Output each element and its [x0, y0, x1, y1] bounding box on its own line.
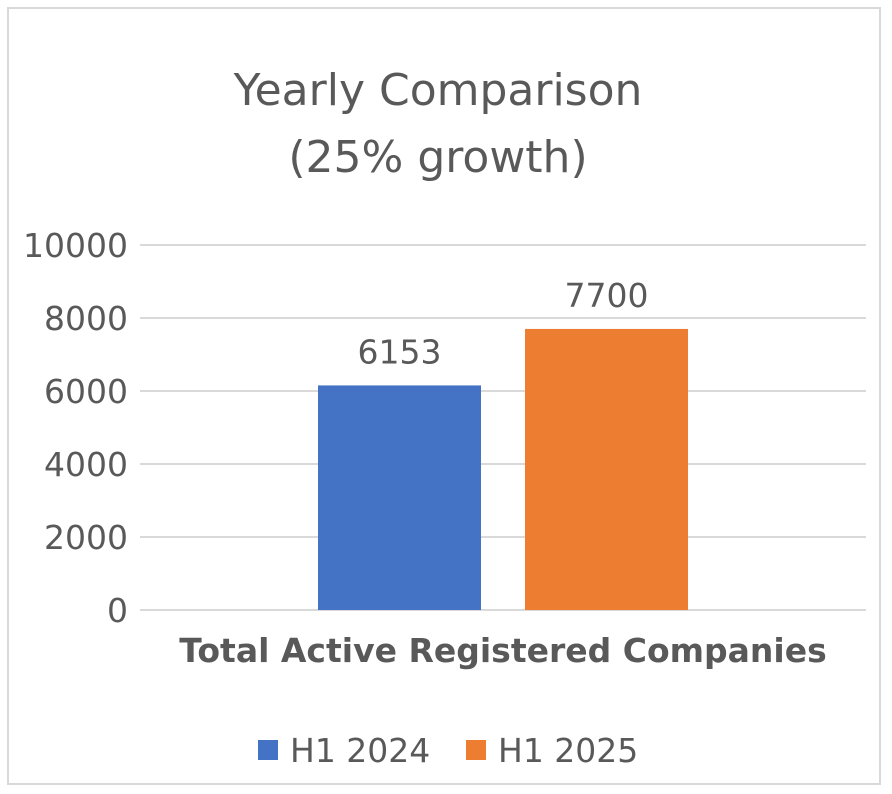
data-label: 6153 [358, 332, 442, 371]
y-tick-label: 0 [107, 591, 128, 630]
data-labels: 6153 7700 [358, 276, 649, 371]
bar-h1-2025 [525, 328, 688, 610]
legend-swatch [466, 740, 486, 760]
bars [318, 328, 688, 610]
chart-title-line-2: (25% growth) [288, 132, 587, 183]
legend-label: H1 2025 [498, 731, 638, 770]
y-tick-label: 6000 [44, 372, 128, 411]
data-label: 7700 [565, 276, 649, 315]
gridlines [140, 244, 866, 611]
legend-label: H1 2024 [290, 731, 430, 770]
legend: H1 2024 H1 2025 [258, 731, 638, 770]
y-axis-tick-labels: 0 2000 4000 6000 8000 10000 [23, 226, 128, 630]
y-tick-label: 10000 [23, 226, 128, 265]
chart-title-line-1: Yearly Comparison [233, 65, 643, 116]
x-category-label: Total Active Registered Companies [179, 631, 827, 670]
legend-swatch [258, 740, 278, 760]
y-tick-label: 2000 [44, 518, 128, 557]
bar-h1-2024 [318, 385, 481, 610]
y-tick-label: 4000 [44, 445, 128, 484]
y-tick-label: 8000 [44, 299, 128, 338]
